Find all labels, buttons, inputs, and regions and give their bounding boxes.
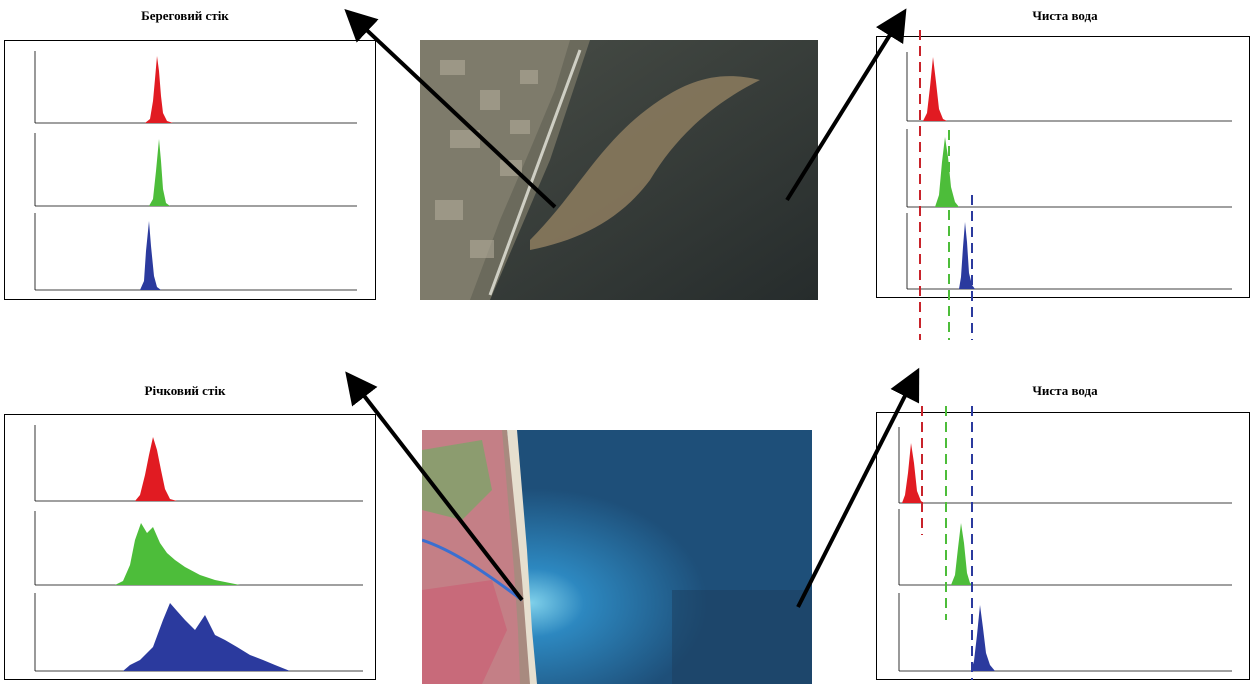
histogram-panel-river-runoff — [4, 414, 376, 680]
histogram-river — [34, 425, 363, 672]
satellite-image-coastal — [420, 40, 818, 300]
river-mouth-scene — [422, 430, 812, 684]
title-bottom-left: Річковий стік — [144, 383, 226, 398]
title-top-left: Береговий стік — [141, 8, 229, 23]
histogram-clean-bottom — [898, 427, 1232, 672]
title-top-right: Чиста вода — [1032, 8, 1098, 23]
histogram-clean-top — [906, 52, 1232, 290]
coastal-scene — [420, 40, 818, 300]
histogram-panel-coastal-runoff — [4, 40, 376, 300]
satellite-image-river-mouth — [422, 430, 812, 684]
histogram-coastal — [34, 51, 357, 291]
histogram-panel-clean-water-top — [876, 36, 1250, 298]
title-bottom-right: Чиста вода — [1032, 383, 1098, 398]
histogram-panel-clean-water-bottom — [876, 412, 1250, 680]
